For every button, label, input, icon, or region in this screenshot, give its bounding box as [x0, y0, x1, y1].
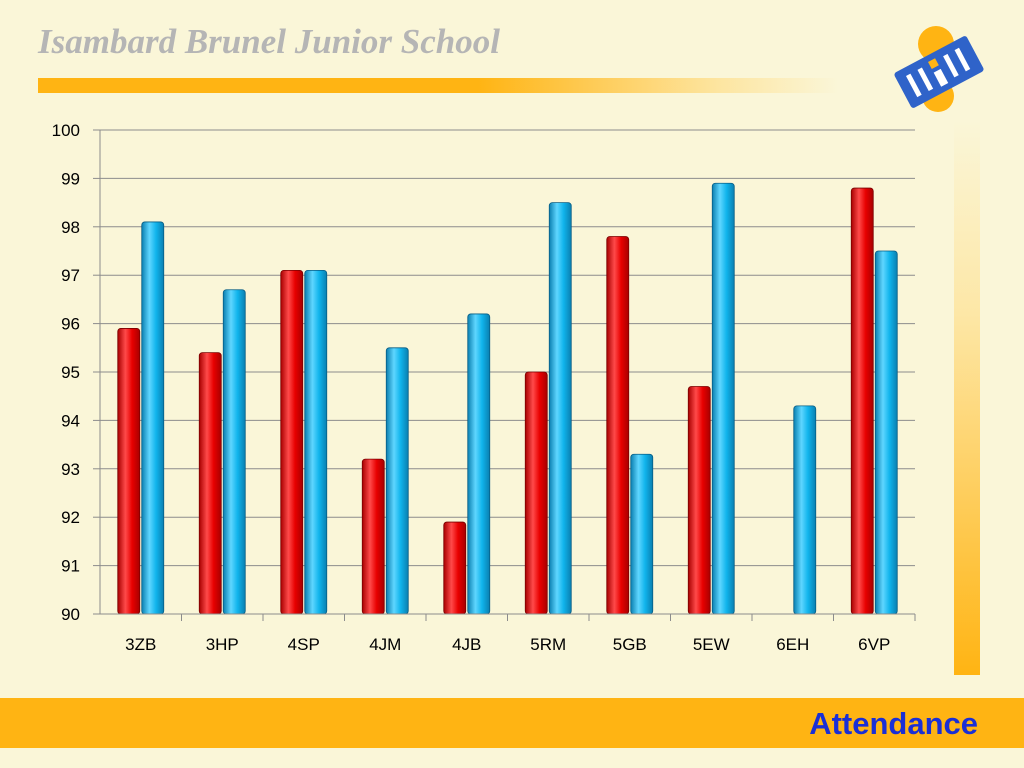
y-tick-label: 92	[61, 508, 80, 527]
bar-4JM-series-1	[361, 458, 385, 615]
footer-bar	[0, 698, 1024, 748]
y-tick-label: 98	[61, 218, 80, 237]
x-tick-label: 5EW	[693, 635, 730, 654]
y-tick-label: 97	[61, 266, 80, 285]
bar-5EW-series-2	[711, 182, 735, 615]
bar-6VP-series-2	[874, 250, 898, 615]
x-tick-label: 5GB	[613, 635, 647, 654]
x-tick-label: 6VP	[858, 635, 890, 654]
decorative-side-bar	[954, 120, 980, 675]
bar-4SP-series-2	[304, 269, 328, 615]
bar-6EH-series-2	[793, 405, 817, 615]
bar-5GB-series-2	[630, 453, 654, 615]
axes	[93, 129, 916, 621]
y-tick-label: 90	[61, 605, 80, 624]
y-tick-label: 93	[61, 460, 80, 479]
bars	[117, 182, 898, 615]
bar-4JB-series-2	[467, 313, 491, 615]
school-title: Isambard Brunel Junior School	[38, 22, 500, 61]
bar-3HP-series-1	[198, 352, 222, 615]
y-tick-label: 91	[61, 557, 80, 576]
bar-3ZB-series-1	[117, 328, 141, 615]
y-tick-label: 99	[61, 169, 80, 188]
gridlines	[100, 129, 915, 615]
x-tick-label: 5RM	[530, 635, 566, 654]
y-tick-label: 96	[61, 315, 80, 334]
title-underline-bar	[38, 78, 838, 93]
x-tick-label: 4JB	[452, 635, 481, 654]
bar-5EW-series-1	[687, 386, 711, 615]
x-tick-label: 4SP	[288, 635, 320, 654]
bar-5GB-series-1	[606, 236, 630, 615]
bar-3HP-series-2	[222, 289, 246, 615]
tick-labels: 90 91 92 93 94 95 96 97 98 99 100 3ZB 3HP 4SP 4JM 4JB 5R…	[52, 121, 891, 654]
y-tick-label: 100	[52, 121, 80, 140]
bar-4JM-series-2	[385, 347, 409, 615]
bar-4SP-series-1	[280, 269, 304, 615]
y-tick-label: 95	[61, 363, 80, 382]
bar-4JB-series-1	[443, 521, 467, 615]
school-sun-logo-icon	[894, 26, 984, 112]
bar-5RM-series-1	[524, 371, 548, 615]
x-tick-label: 3HP	[206, 635, 239, 654]
footer-label: Attendance	[809, 706, 978, 741]
bar-3ZB-series-2	[141, 221, 165, 615]
bar-5RM-series-2	[548, 202, 572, 615]
bar-6VP-series-1	[850, 187, 874, 615]
x-tick-label: 6EH	[776, 635, 809, 654]
x-tick-label: 4JM	[369, 635, 401, 654]
x-tick-label: 3ZB	[125, 635, 156, 654]
y-tick-label: 94	[61, 411, 80, 430]
